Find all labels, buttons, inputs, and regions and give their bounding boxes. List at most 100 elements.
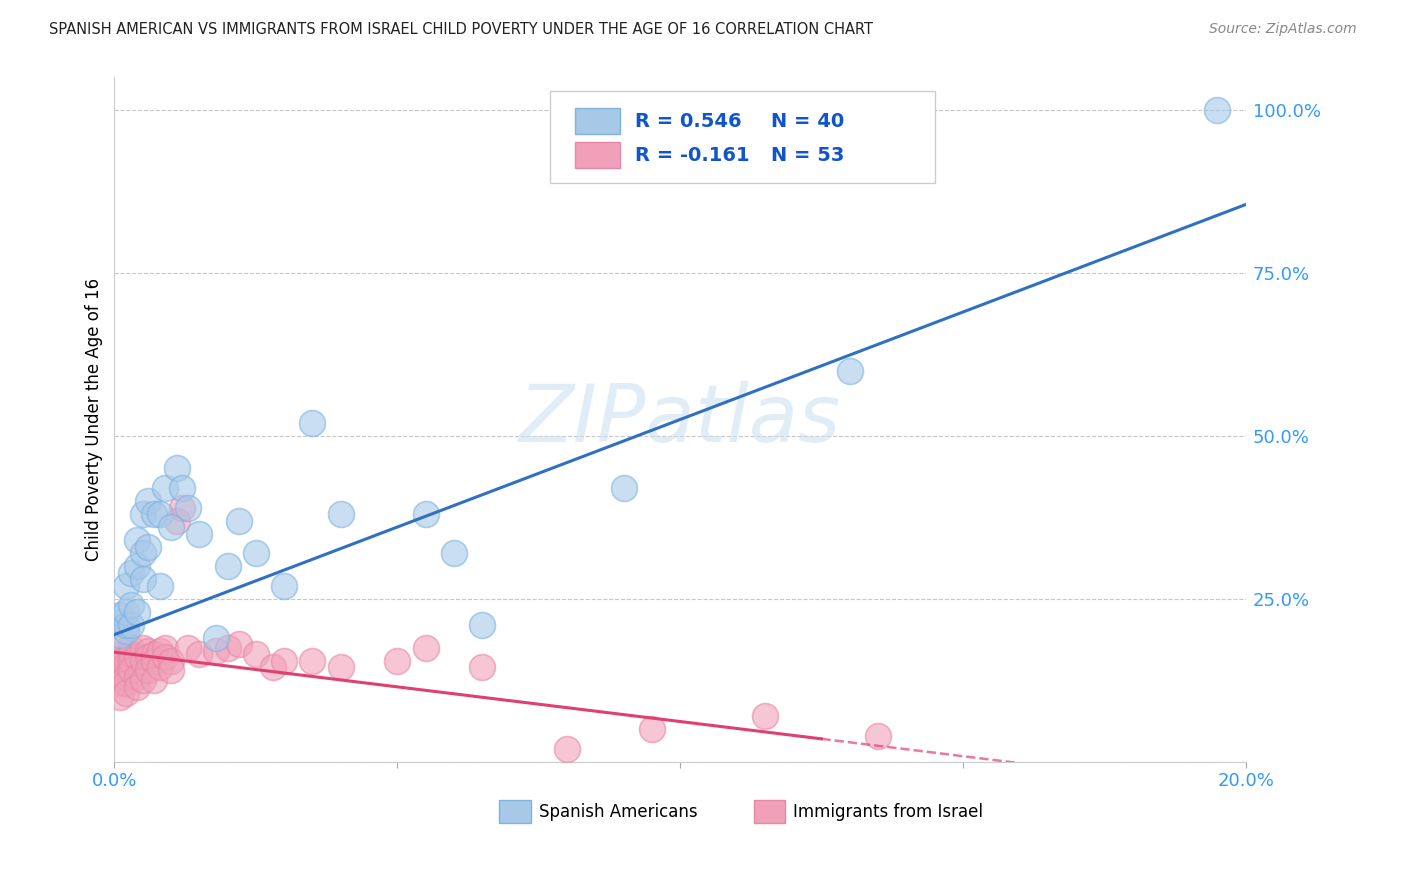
Point [155, 640, 177, 655]
Text: SPANISH AMERICAN VS IMMIGRANTS FROM ISRAEL CHILD POVERTY UNDER THE AGE OF 16 COR: SPANISH AMERICAN VS IMMIGRANTS FROM ISRA… [49, 22, 873, 37]
Point [387, 654, 409, 668]
Point [149, 507, 172, 521]
Point [188, 526, 211, 541]
Point [125, 605, 148, 619]
Point [149, 644, 172, 658]
Point [166, 461, 188, 475]
Point [754, 709, 776, 723]
Point [177, 500, 200, 515]
Point [143, 673, 166, 688]
Point [114, 650, 136, 665]
Point [155, 650, 177, 665]
Point [217, 559, 239, 574]
Point [172, 500, 194, 515]
Point [166, 514, 188, 528]
Point [108, 690, 131, 704]
Point [301, 416, 323, 430]
Point [188, 647, 211, 661]
Point [612, 481, 634, 495]
Text: ZIPatlas: ZIPatlas [519, 381, 841, 458]
Point [217, 640, 239, 655]
Point [131, 654, 153, 668]
Point [415, 507, 437, 521]
Point [160, 664, 183, 678]
Point [114, 686, 136, 700]
Text: N = 40: N = 40 [770, 112, 844, 131]
Bar [754, 800, 786, 823]
Point [120, 566, 142, 580]
Point [108, 608, 131, 623]
Point [125, 680, 148, 694]
Point [143, 507, 166, 521]
Text: Source: ZipAtlas.com: Source: ZipAtlas.com [1209, 22, 1357, 37]
Point [131, 572, 153, 586]
Point [205, 644, 228, 658]
Point [125, 670, 148, 684]
Point [114, 579, 136, 593]
Point [262, 660, 284, 674]
Point [228, 514, 250, 528]
Point [120, 664, 142, 678]
Point [108, 654, 131, 668]
Point [114, 670, 136, 684]
Point [143, 647, 166, 661]
Point [329, 660, 352, 674]
Point [120, 654, 142, 668]
Point [108, 660, 131, 674]
Point [108, 676, 131, 690]
Bar [575, 143, 620, 169]
Point [273, 654, 295, 668]
Point [149, 579, 172, 593]
Point [177, 640, 200, 655]
Point [228, 637, 250, 651]
Point [273, 579, 295, 593]
Point [160, 520, 183, 534]
Point [108, 670, 131, 684]
Point [108, 615, 131, 629]
Point [160, 654, 183, 668]
Point [120, 640, 142, 655]
Point [245, 546, 267, 560]
Point [108, 640, 131, 655]
Point [138, 644, 160, 658]
Point [205, 631, 228, 645]
Point [114, 624, 136, 639]
FancyBboxPatch shape [550, 91, 935, 184]
Point [471, 617, 494, 632]
Text: N = 53: N = 53 [770, 146, 844, 165]
Point [555, 741, 578, 756]
Point [131, 673, 153, 688]
Point [120, 599, 142, 613]
Point [245, 647, 267, 661]
Y-axis label: Child Poverty Under the Age of 16: Child Poverty Under the Age of 16 [86, 278, 103, 561]
Text: Immigrants from Israel: Immigrants from Israel [793, 803, 983, 821]
Text: Spanish Americans: Spanish Americans [538, 803, 697, 821]
Point [443, 546, 465, 560]
Point [131, 546, 153, 560]
Point [329, 507, 352, 521]
Bar [499, 800, 530, 823]
Point [138, 650, 160, 665]
Point [114, 605, 136, 619]
Point [143, 654, 166, 668]
Text: R = 0.546: R = 0.546 [636, 112, 741, 131]
Point [172, 481, 194, 495]
Point [471, 660, 494, 674]
Text: R = -0.161: R = -0.161 [636, 146, 749, 165]
Point [1206, 103, 1229, 117]
Bar [575, 108, 620, 134]
Point [838, 364, 860, 378]
Point [415, 640, 437, 655]
Point [138, 664, 160, 678]
Point [149, 660, 172, 674]
Point [120, 617, 142, 632]
Point [641, 722, 664, 736]
Point [114, 676, 136, 690]
Point [125, 559, 148, 574]
Point [120, 647, 142, 661]
Point [868, 729, 890, 743]
Point [125, 533, 148, 548]
Point [108, 627, 131, 641]
Point [131, 640, 153, 655]
Point [138, 494, 160, 508]
